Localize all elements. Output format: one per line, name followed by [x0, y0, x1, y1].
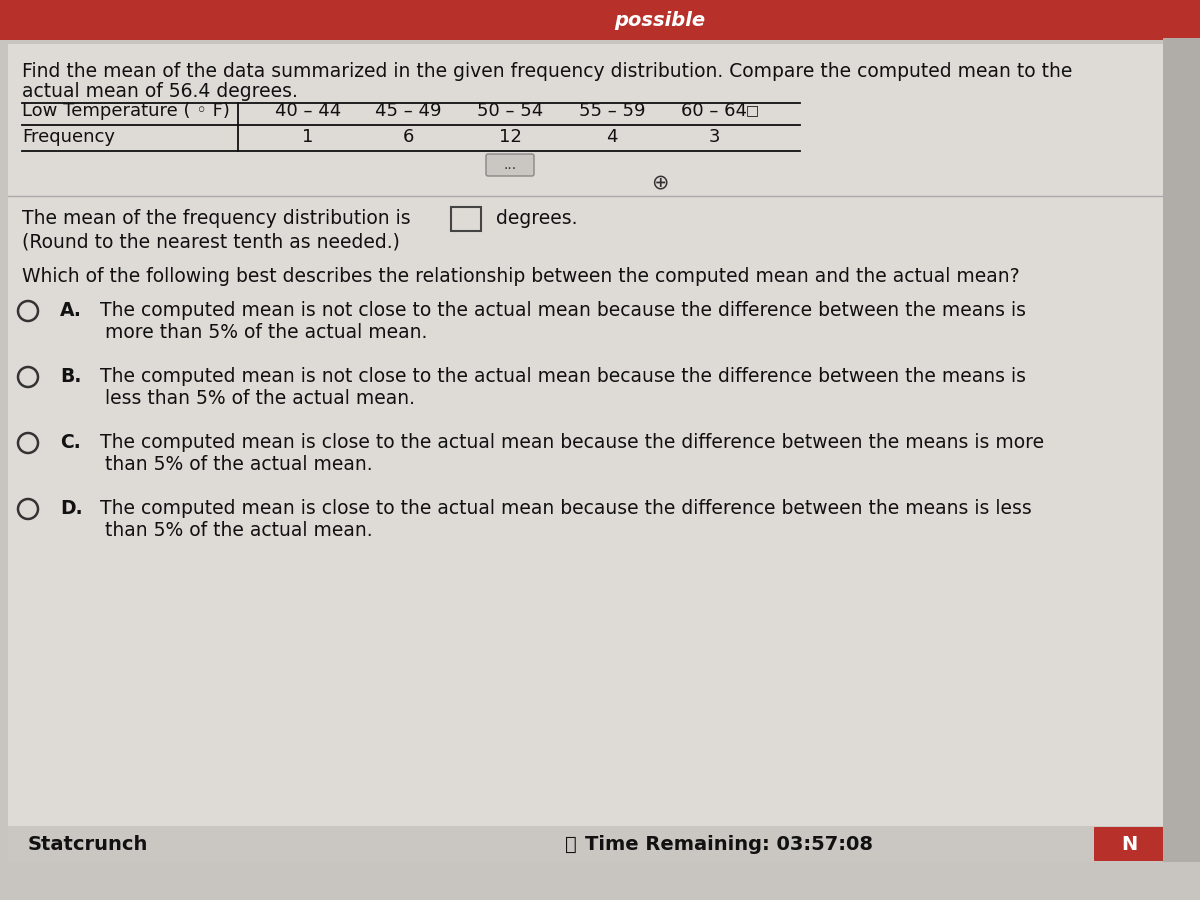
Text: 1: 1 [302, 128, 313, 146]
Text: 4: 4 [606, 128, 618, 146]
Text: possible: possible [614, 11, 706, 30]
Text: The computed mean is not close to the actual mean because the difference between: The computed mean is not close to the ac… [100, 367, 1026, 386]
Text: degrees.: degrees. [496, 210, 577, 229]
Text: C.: C. [60, 434, 80, 453]
Text: 6: 6 [402, 128, 414, 146]
FancyBboxPatch shape [8, 44, 1163, 862]
Text: Find the mean of the data summarized in the given frequency distribution. Compar: Find the mean of the data summarized in … [22, 62, 1073, 81]
Text: (Round to the nearest tenth as needed.): (Round to the nearest tenth as needed.) [22, 232, 400, 251]
Text: 12: 12 [498, 128, 522, 146]
Text: Frequency: Frequency [22, 128, 115, 146]
Text: The computed mean is not close to the actual mean because the difference between: The computed mean is not close to the ac… [100, 302, 1026, 320]
Text: ⏱: ⏱ [565, 834, 577, 853]
Text: ⊕: ⊕ [652, 172, 668, 192]
Text: more than 5% of the actual mean.: more than 5% of the actual mean. [106, 323, 427, 343]
Text: Low Temperature ( ◦ F): Low Temperature ( ◦ F) [22, 102, 230, 120]
Text: B.: B. [60, 367, 82, 386]
Text: than 5% of the actual mean.: than 5% of the actual mean. [106, 521, 373, 541]
Circle shape [18, 499, 38, 519]
Text: 60 – 64: 60 – 64 [682, 102, 746, 120]
FancyBboxPatch shape [486, 154, 534, 176]
Text: 40 – 44: 40 – 44 [275, 102, 341, 120]
Text: than 5% of the actual mean.: than 5% of the actual mean. [106, 455, 373, 474]
FancyBboxPatch shape [1094, 827, 1164, 861]
FancyBboxPatch shape [451, 207, 481, 231]
Text: ...: ... [504, 158, 516, 172]
FancyBboxPatch shape [1163, 38, 1200, 862]
Text: actual mean of 56.4 degrees.: actual mean of 56.4 degrees. [22, 82, 298, 101]
Text: 45 – 49: 45 – 49 [374, 102, 442, 120]
Text: The computed mean is close to the actual mean because the difference between the: The computed mean is close to the actual… [100, 434, 1044, 453]
Text: less than 5% of the actual mean.: less than 5% of the actual mean. [106, 390, 415, 409]
Circle shape [18, 301, 38, 321]
Circle shape [18, 367, 38, 387]
FancyBboxPatch shape [0, 0, 1200, 40]
Text: N: N [1121, 834, 1138, 853]
Text: A.: A. [60, 302, 82, 320]
Text: □: □ [745, 103, 758, 117]
Text: 50 – 54: 50 – 54 [476, 102, 544, 120]
Text: The computed mean is close to the actual mean because the difference between the: The computed mean is close to the actual… [100, 500, 1032, 518]
Circle shape [18, 433, 38, 453]
Text: Which of the following best describes the relationship between the computed mean: Which of the following best describes th… [22, 266, 1020, 285]
Text: D.: D. [60, 500, 83, 518]
Text: Time Remaining: 03:57:08: Time Remaining: 03:57:08 [586, 834, 874, 853]
Text: The mean of the frequency distribution is: The mean of the frequency distribution i… [22, 210, 410, 229]
Text: Statcrunch: Statcrunch [28, 834, 149, 853]
Text: 55 – 59: 55 – 59 [578, 102, 646, 120]
Text: 3: 3 [708, 128, 720, 146]
FancyBboxPatch shape [8, 826, 1163, 862]
